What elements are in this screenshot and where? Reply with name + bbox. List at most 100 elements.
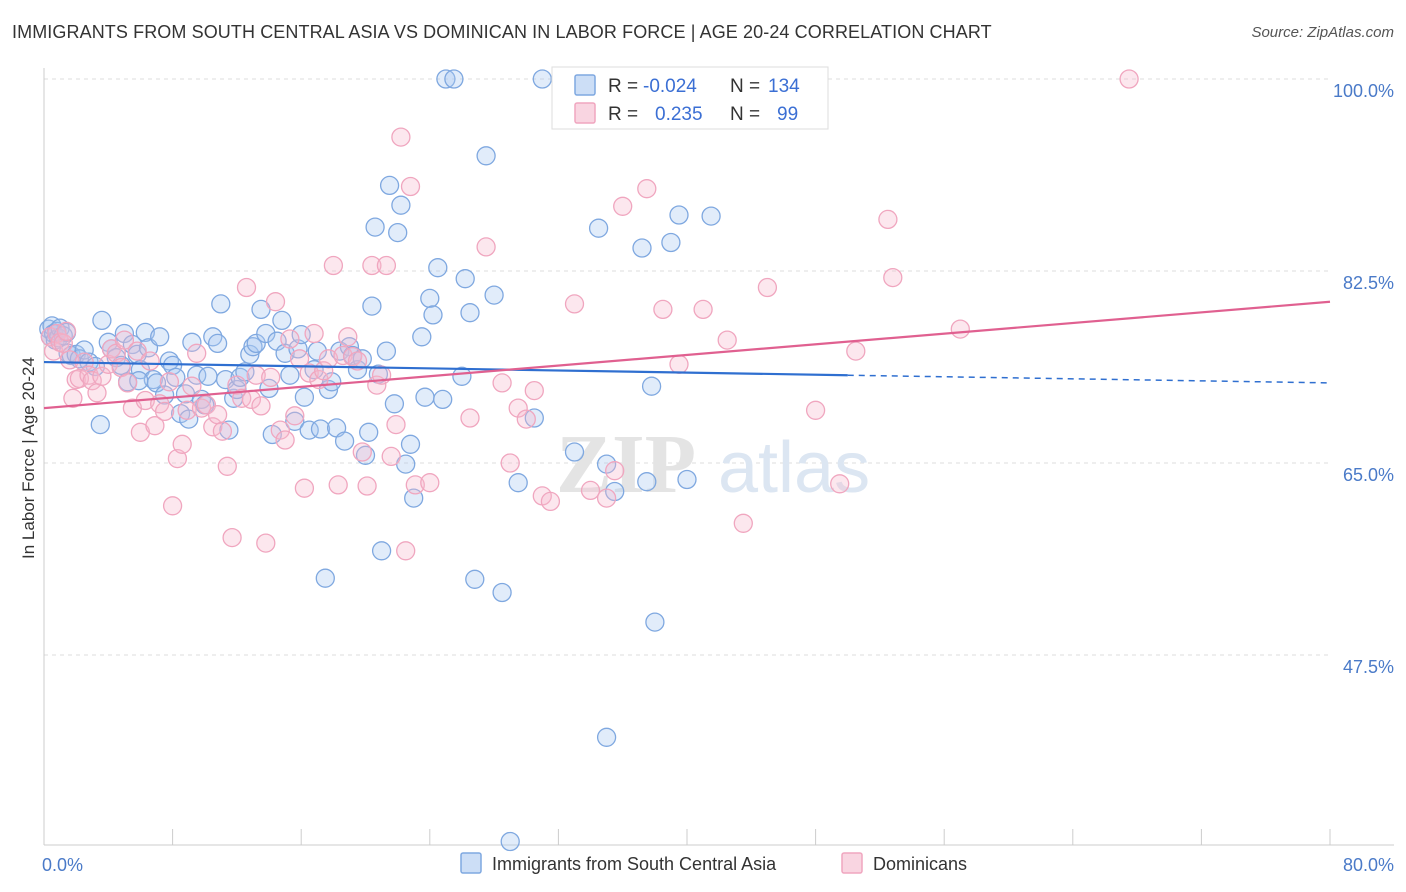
dominicans-point-42: [222, 527, 242, 548]
south-central-asia-point-89: [376, 341, 397, 361]
dominicans-point-97: [669, 354, 689, 374]
south-central-asia-point-65: [285, 411, 305, 431]
dominicans-point-41: [217, 456, 237, 476]
legend-r-label-2: R =: [608, 104, 638, 125]
y-tick-label-0: 47.5%: [1343, 657, 1394, 677]
south-central-asia-point-113: [508, 473, 528, 493]
south-central-asia-point-104: [444, 69, 464, 89]
south-central-asia-point-108: [465, 569, 485, 589]
dominicans-point-81: [460, 408, 480, 428]
dominicans-point-105: [878, 209, 898, 230]
dominicans-point-57: [294, 478, 315, 498]
legend-n-value-2: 99: [777, 104, 798, 125]
south-central-asia-point-55: [243, 337, 263, 357]
dominicans-point-93: [605, 461, 625, 481]
south-central-asia-point-86: [365, 217, 385, 237]
south-central-asia-point-93: [391, 195, 411, 215]
dominicans-point-109: [420, 473, 440, 493]
trend-line-south-central-asia-extension: [847, 374, 1331, 384]
south-central-asia-point-68: [294, 387, 315, 407]
dominicans-point-20: [117, 373, 138, 393]
bottom-legend-swatch-blue: [460, 852, 482, 874]
south-central-asia-point-97: [412, 327, 432, 347]
south-central-asia-point-114: [524, 408, 544, 428]
dominicans-point-68: [347, 351, 368, 371]
south-central-asia-point-78: [334, 431, 355, 451]
x-tick-label-1: 80.0%: [1343, 855, 1394, 875]
dominicans-point-19: [114, 330, 135, 350]
bottom-legend-label-1: Immigrants from South Central Asia: [492, 854, 777, 874]
dominicans-point-26: [145, 416, 165, 436]
y-tick-labels: 47.5% 65.0% 82.5% 100.0%: [1333, 81, 1394, 677]
dominicans-point-40: [212, 421, 233, 441]
dominicans-point-91: [580, 480, 601, 501]
south-central-asia-point-122: [641, 376, 662, 396]
dominicans-point-13: [87, 383, 107, 403]
y-axis-label: In Labor Force | Age 20-24: [19, 357, 38, 559]
legend-r-value-1: -0.024: [643, 76, 697, 97]
axes: [43, 68, 1394, 846]
south-central-asia-point-85: [362, 296, 382, 316]
dominicans-point-65: [333, 345, 353, 366]
dominicans-point-7: [63, 388, 83, 408]
south-central-asia-point-46: [207, 333, 228, 354]
south-central-asia-point-101: [428, 258, 448, 278]
south-central-asia-point-117: [588, 218, 609, 238]
bottom-legend-swatch-pink: [841, 852, 863, 874]
legend-n-label-2: N =: [730, 104, 760, 125]
south-central-asia-point-128: [596, 727, 617, 747]
y-tick-label-3: 100.0%: [1333, 81, 1394, 101]
source-credit: Source: ZipAtlas.com: [1251, 24, 1394, 41]
south-central-asia-point-116: [564, 442, 585, 462]
dominicans-point-44: [232, 388, 252, 408]
south-central-asia-point-121: [637, 472, 657, 492]
dominicans-point-35: [187, 343, 207, 363]
trend-line-dominicans: [43, 300, 1331, 410]
dominicans-point-103: [830, 474, 850, 494]
y-tick-label-1: 65.0%: [1343, 465, 1394, 485]
dominicans-point-86: [516, 409, 536, 429]
dominicans-point-106: [883, 267, 903, 288]
dominicans-point-90: [564, 294, 585, 314]
dominicans-point-58: [299, 363, 319, 383]
south-central-asia-point-109: [476, 146, 496, 166]
x-tick-label-0: 0.0%: [42, 855, 83, 875]
dominicans-point-38: [203, 417, 223, 437]
south-central-asia-point-47: [211, 294, 231, 314]
top-legend: R = -0.024 N = 134 R = 0.235 N = 99: [551, 66, 829, 130]
trend-lines: [43, 300, 1331, 410]
south-central-asia-point-123: [645, 612, 665, 632]
south-central-asia-point-90: [379, 175, 400, 196]
dominicans-point-101: [757, 277, 778, 298]
legend-n-value-1: 134: [768, 76, 800, 97]
dominicans-point-100: [733, 513, 753, 533]
legend-swatch-blue: [574, 74, 596, 96]
south-central-asia-point-106: [455, 269, 475, 289]
south-central-asia-point-88: [371, 541, 392, 561]
dominicans-point-14: [92, 366, 112, 386]
south-central-asia-point-23: [114, 323, 135, 344]
dominicans-point-76: [386, 414, 406, 435]
dominicans-point-59: [304, 323, 324, 344]
dominicans-point-51: [265, 292, 286, 312]
dominicans-point-75: [381, 446, 401, 467]
south-central-asia-point-40: [182, 332, 202, 352]
x-tick-labels: 0.0% 80.0%: [42, 855, 1394, 875]
south-central-asia-point-64: [280, 365, 300, 385]
legend-r-value-2: 0.235: [655, 104, 703, 125]
watermark-atlas: atlas: [718, 428, 870, 508]
dominicans-point-52: [270, 420, 290, 440]
dominicans-point-99: [717, 330, 737, 350]
south-central-asia-point-30: [143, 369, 163, 390]
dominicans-point-66: [338, 327, 358, 347]
dominicans-point-33: [177, 400, 197, 420]
south-central-asia-point-51: [227, 379, 247, 400]
south-central-asia-point-100: [423, 305, 443, 325]
south-central-asia-point-107: [460, 303, 480, 323]
south-central-asia-point-66: [288, 339, 308, 359]
dominicans-point-6: [60, 350, 80, 370]
dominicans-point-32: [172, 434, 192, 454]
dominicans-point-94: [613, 196, 633, 216]
south-central-asia-point-110: [484, 285, 504, 305]
south-central-asia-point-72: [310, 419, 331, 439]
